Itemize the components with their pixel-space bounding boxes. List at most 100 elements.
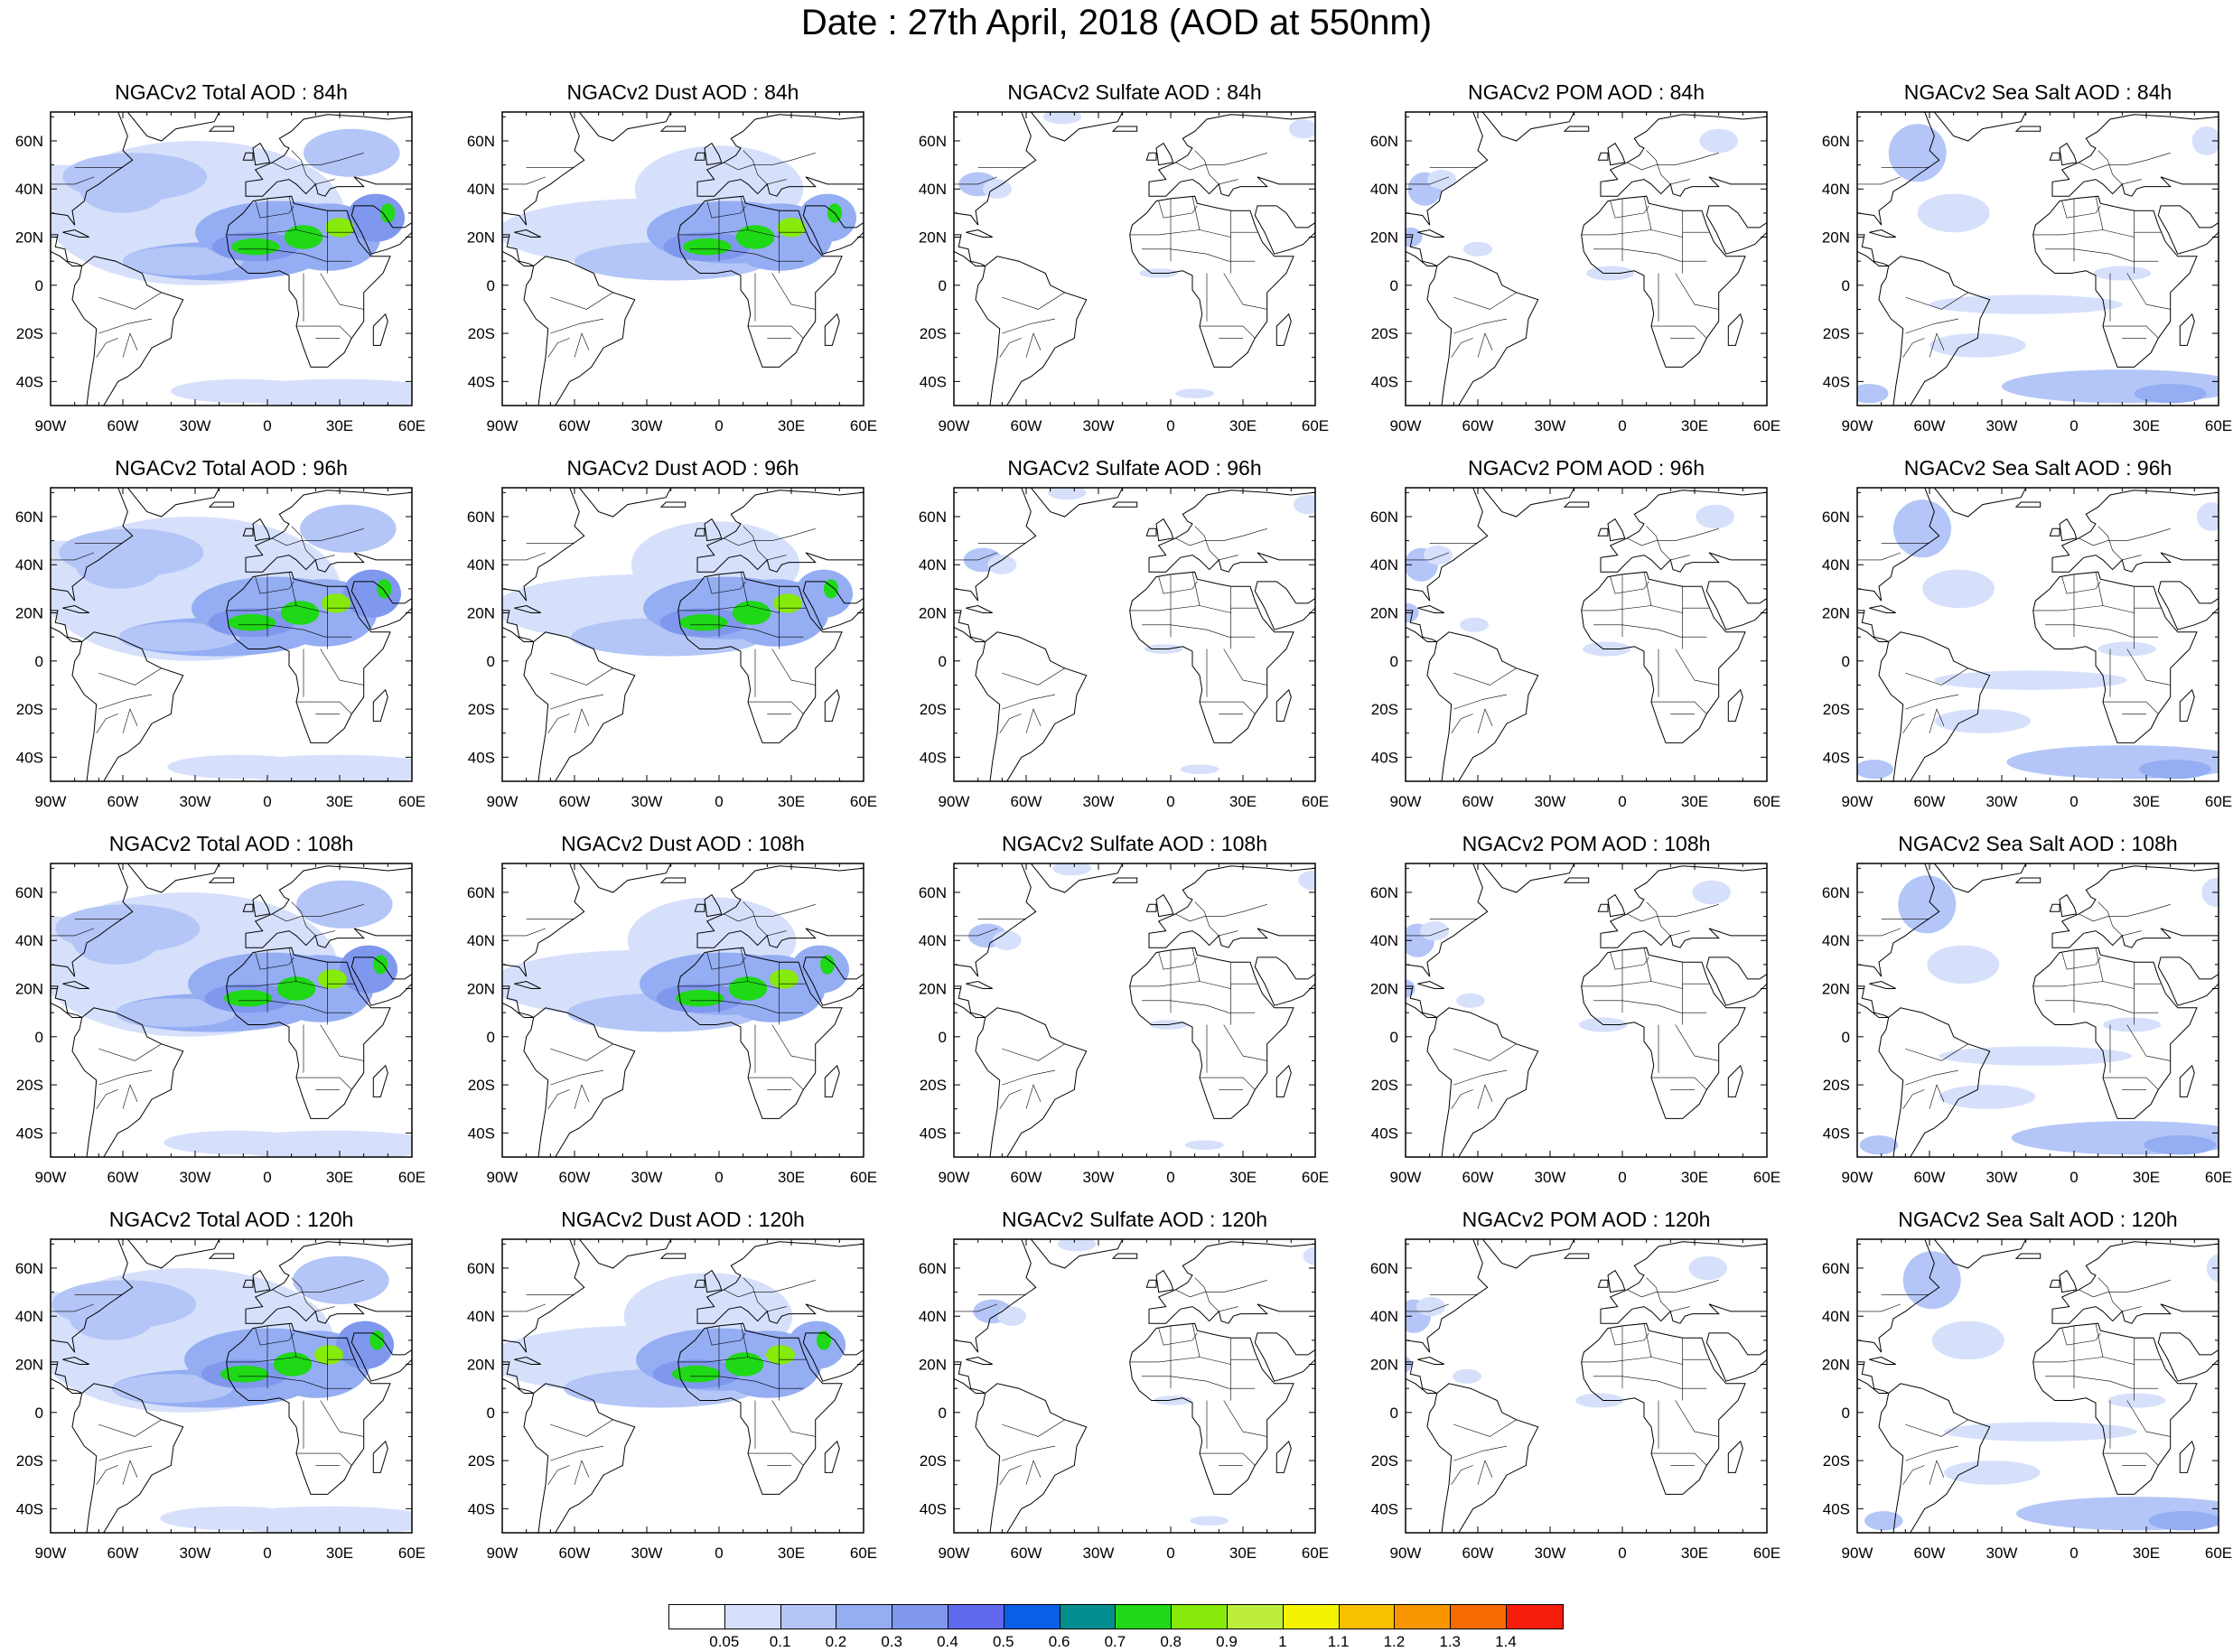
coastline-europe <box>1600 1241 1767 1324</box>
coastline-ireland <box>694 1279 705 1288</box>
coastline-europe <box>1148 114 1315 197</box>
country-border <box>1905 292 1968 310</box>
coastline-arabia <box>1705 1332 1767 1382</box>
country-border <box>51 552 95 561</box>
country-border <box>2045 1376 2159 1389</box>
aod-patch <box>2148 1511 2219 1531</box>
country-border <box>1242 303 1267 310</box>
axis-ticks <box>501 1239 864 1533</box>
coastline-centralAmerica <box>1857 234 1889 266</box>
coastline-britain <box>704 1269 723 1293</box>
coastline-madagascar <box>1727 688 1743 722</box>
coastline-arabia <box>1254 1332 1315 1382</box>
aod-patch <box>1857 384 1889 404</box>
coastlines <box>51 488 412 781</box>
y-tick-label: 60N <box>15 133 43 150</box>
country-border <box>1477 332 1493 358</box>
country-border <box>2126 649 2147 681</box>
x-tick-label: 30E <box>778 417 805 434</box>
y-tick-label: 40N <box>1370 556 1398 574</box>
aod-patch <box>340 945 397 994</box>
y-tick-label: 40S <box>920 373 947 390</box>
map-frame <box>501 863 864 1158</box>
country-border <box>226 605 354 613</box>
country-border <box>1643 1323 1652 1358</box>
map-plot: 90W 60W 30W 0 30E 60E 60N 40N 20N 0 20S 40S <box>919 863 1329 1186</box>
x-tick-label: 30E <box>1681 1545 1708 1562</box>
country-border <box>1675 649 1696 681</box>
y-tick-label: 20N <box>919 981 947 998</box>
colorbar-label: 0.1 <box>769 1633 791 1650</box>
country-border <box>2045 624 2159 638</box>
country-border <box>550 292 613 310</box>
country-border <box>724 904 816 922</box>
country-border <box>1905 1043 1968 1061</box>
coastline-africa <box>226 1322 391 1495</box>
x-tick-label: 30W <box>1986 793 2018 810</box>
x-tick-label: 60W <box>1914 1545 1946 1562</box>
map-panel: NGACv2 Sulfate AOD : 84h 90W 60W 30W 0 30E 60E… <box>903 79 1355 441</box>
country-border <box>748 325 804 339</box>
coastline-iceland <box>2014 126 2041 132</box>
coastline-greenland <box>126 112 220 142</box>
x-tick-label: 30E <box>1229 793 1257 810</box>
x-tick-label: 0 <box>263 417 271 434</box>
aod-patch <box>820 955 835 975</box>
coastline-ireland <box>1145 1279 1157 1288</box>
coastline-centralAmerica <box>1857 985 1889 1018</box>
coastline-northAmerica <box>51 863 134 977</box>
y-tick-label: 40S <box>468 373 495 390</box>
colorbar-swatch <box>1339 1605 1396 1629</box>
coastline-northAmerica <box>954 1239 1037 1353</box>
y-tick-label: 40N <box>15 556 43 574</box>
x-tick-label: 60E <box>2205 793 2232 810</box>
aod-patch <box>284 225 323 249</box>
coastline-northAmerica <box>954 488 1037 602</box>
coastline-madagascar <box>2179 1064 2195 1097</box>
country-border <box>1453 318 1508 334</box>
map-panel: NGACv2 POM AOD : 108h 90W 60W 30W 0 30E 60E 60N… <box>1355 831 1807 1192</box>
country-border <box>677 229 806 238</box>
coastlines <box>51 1239 412 1533</box>
coastline-ireland <box>1597 527 1609 537</box>
country-border <box>677 1357 806 1365</box>
country-border <box>677 605 806 613</box>
map-panel: NGACv2 Total AOD : 120h 90W 60W 30W 0 30E 60E 6… <box>0 1207 452 1568</box>
aod-patch <box>2134 384 2207 404</box>
x-tick-label: 30W <box>631 1545 663 1562</box>
coastline-centralAmerica <box>51 985 82 1018</box>
coastline-ireland <box>2049 527 2060 537</box>
panel-title: NGACv2 Dust AOD : 84h <box>566 80 799 104</box>
map-frame <box>953 111 1316 406</box>
axis-ticks <box>953 112 1316 406</box>
country-border <box>1453 1043 1517 1061</box>
country-border <box>2032 605 2161 613</box>
x-tick-label: 0 <box>715 1545 723 1562</box>
country-border <box>1194 1277 1238 1312</box>
country-border <box>1129 981 1257 989</box>
country-border <box>1905 318 1959 334</box>
country-border <box>96 1089 118 1109</box>
country-border <box>550 1043 613 1061</box>
country-border <box>122 1460 138 1485</box>
country-border <box>574 1084 590 1109</box>
coastline-iceland <box>1111 1253 1138 1259</box>
coastline-cuba <box>1869 229 1896 238</box>
country-border <box>255 576 294 594</box>
country-border <box>954 1303 998 1312</box>
map-panel: NGACv2 POM AOD : 120h 90W 60W 30W 0 30E 60E 60N… <box>1355 1207 1807 1568</box>
country-border <box>1593 1000 1707 1013</box>
map-plot: 90W 60W 30W 0 30E 60E 60N 40N 20N 0 20S 40S <box>467 111 877 434</box>
country-border <box>1002 1043 1065 1061</box>
map-frame <box>50 111 413 406</box>
coastline-greenland <box>126 1239 220 1269</box>
aod-patch <box>735 225 775 249</box>
country-border <box>547 338 570 358</box>
country-border <box>2098 150 2142 185</box>
aod-patch <box>683 238 732 256</box>
country-border <box>2079 904 2171 922</box>
axis-ticks <box>953 1239 1316 1533</box>
country-border <box>1451 714 1473 733</box>
country-border <box>1905 694 1959 710</box>
y-tick-label: 0 <box>35 277 43 294</box>
